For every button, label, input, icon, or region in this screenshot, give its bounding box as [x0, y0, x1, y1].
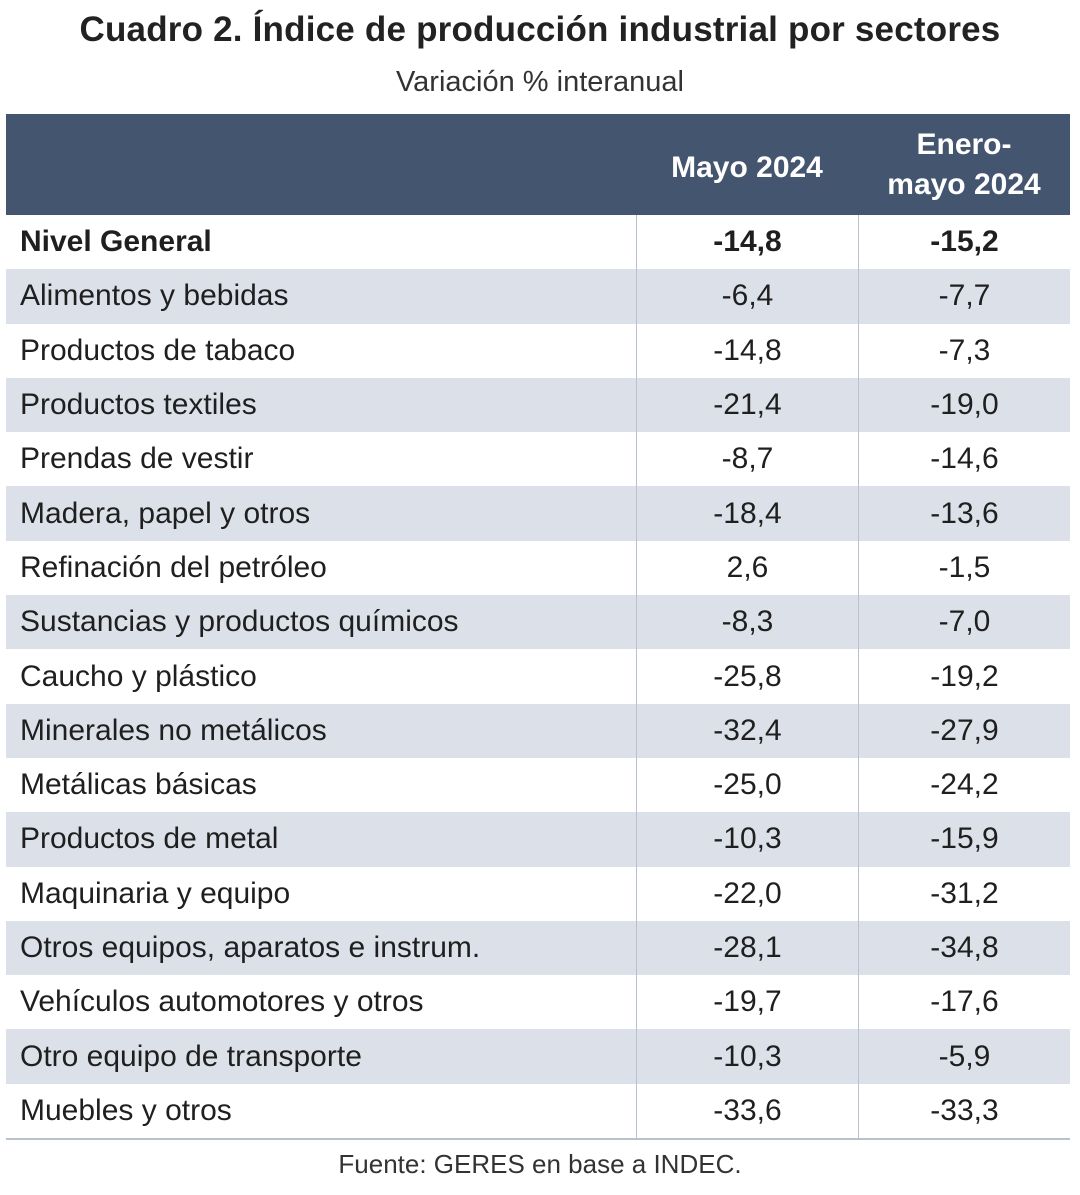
header-sector-cell [6, 114, 636, 215]
sector-label: Muebles y otros [20, 1093, 232, 1127]
mayo-value: -28,1 [636, 920, 858, 976]
enero-mayo-value: -7,3 [858, 323, 1070, 378]
mayo-value: -10,3 [636, 812, 858, 867]
mayo-value: -21,4 [636, 377, 858, 433]
sector-label: Otro equipo de transporte [20, 1039, 362, 1073]
sector-label: Prendas de vestir [20, 442, 254, 476]
table-body: Nivel General -14,8 -15,2 Alimentos y bebid… [6, 215, 1070, 1139]
sector-label: Maquinaria y equipo [20, 876, 291, 910]
table-row: Maquinaria y equipo -22,0 -31,2 [6, 866, 1070, 921]
table-row: Productos de metal -10,3 -15,9 [6, 812, 1070, 867]
enero-mayo-value: -24,2 [858, 757, 1070, 813]
enero-mayo-value: -15,2 [858, 215, 1070, 270]
mayo-value: -8,3 [636, 595, 858, 650]
mayo-value: -19,7 [636, 975, 858, 1030]
sector-label: Refinación del petróleo [20, 550, 327, 584]
enero-mayo-value: -7,0 [858, 595, 1070, 650]
table-row: Madera, papel y otros -18,4 -13,6 [6, 486, 1070, 541]
enero-mayo-value: -27,9 [858, 703, 1070, 758]
sector-label: Productos de metal [20, 822, 279, 856]
header-enero-mayo-2024: Enero- mayo 2024 [887, 127, 1041, 201]
table-row: Refinación del petróleo 2,6 -1,5 [6, 540, 1070, 596]
table-bottom-border [6, 1138, 1070, 1141]
sector-label: Madera, papel y otros [20, 496, 311, 530]
chart-subtitle: Variación % interanual [395, 66, 685, 98]
source-note: Fuente: GERES en base a INDEC. [338, 1149, 742, 1179]
sector-label: Metálicas básicas [20, 768, 257, 802]
table-row: Minerales no metálicos -32,4 -27,9 [6, 703, 1070, 758]
mayo-value: -14,8 [636, 215, 858, 270]
table-row: Nivel General -14,8 -15,2 [6, 215, 1070, 270]
mayo-value: -32,4 [636, 703, 858, 758]
mayo-value: -25,8 [636, 649, 858, 704]
sector-label: Alimentos y bebidas [20, 279, 289, 313]
mayo-value: -25,0 [636, 757, 858, 813]
enero-mayo-value: -5,9 [858, 1029, 1070, 1084]
sector-label: Nivel General [20, 225, 212, 259]
sector-label: Vehículos automotores y otros [20, 985, 424, 1019]
table-row: Caucho y plástico -25,8 -19,2 [6, 649, 1070, 704]
enero-mayo-value: -14,6 [858, 432, 1070, 487]
mayo-value: -22,0 [636, 866, 858, 921]
enero-mayo-value: -17,6 [858, 975, 1070, 1030]
enero-mayo-value: -7,7 [858, 269, 1070, 324]
enero-mayo-value: -33,3 [858, 1083, 1070, 1139]
sector-label: Minerales no metálicos [20, 713, 327, 747]
table-row: Prendas de vestir -8,7 -14,6 [6, 432, 1070, 487]
table-row: Productos de tabaco -14,8 -7,3 [6, 323, 1070, 378]
enero-mayo-value: -34,8 [858, 920, 1070, 976]
enero-mayo-value: -31,2 [858, 866, 1070, 921]
mayo-value: -6,4 [636, 269, 858, 324]
enero-mayo-value: -13,6 [858, 486, 1070, 541]
table-row: Productos textiles -21,4 -19,0 [6, 377, 1070, 433]
table-header: Mayo 2024 Enero- mayo 2024 [6, 114, 1070, 215]
mayo-value: -8,7 [636, 432, 858, 487]
sector-label: Productos textiles [20, 388, 257, 422]
data-table: Mayo 2024 Enero- mayo 2024 Nivel General… [6, 114, 1070, 1141]
table-row: Otro equipo de transporte -10,3 -5,9 [6, 1029, 1070, 1084]
mayo-value: -10,3 [636, 1029, 858, 1084]
sector-label: Sustancias y productos químicos [20, 605, 459, 639]
table-row: Metálicas básicas -25,0 -24,2 [6, 757, 1070, 813]
sector-label: Caucho y plástico [20, 659, 257, 693]
enero-mayo-value: -19,2 [858, 649, 1070, 704]
table-row: Sustancias y productos químicos -8,3 -7,0 [6, 595, 1070, 650]
sector-label: Productos de tabaco [20, 333, 296, 367]
header-mayo-2024: Mayo 2024 [671, 150, 823, 184]
table-row: Otros equipos, aparatos e instrum. -28,1-… [6, 920, 1070, 976]
table-row: Vehículos automotores y otros -19,7 -17,6 [6, 975, 1070, 1030]
enero-mayo-value: -1,5 [858, 540, 1070, 596]
mayo-value: -33,6 [636, 1083, 858, 1139]
table-row: Muebles y otros -33,6 -33,3 [6, 1083, 1070, 1139]
mayo-value: 2,6 [636, 540, 858, 596]
sector-label: Otros equipos, aparatos e instrum. [20, 931, 481, 964]
table-row: Alimentos y bebidas -6,4 -7,7 [6, 269, 1070, 324]
enero-mayo-value: -19,0 [858, 377, 1070, 433]
enero-mayo-value: -15,9 [858, 812, 1070, 867]
mayo-value: -18,4 [636, 486, 858, 541]
mayo-value: -14,8 [636, 323, 858, 378]
chart-title: Cuadro 2. Índice de producción industria… [79, 10, 1001, 49]
